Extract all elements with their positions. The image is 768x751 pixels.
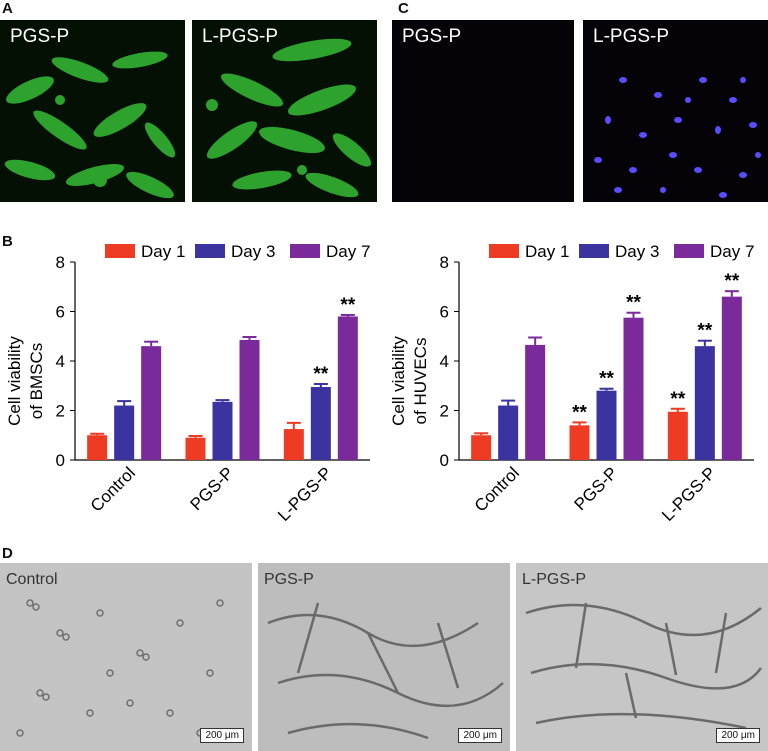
dapi-image-l-pgs-p: L-PGS-P xyxy=(583,20,768,202)
scale-bar: 200 μm xyxy=(200,728,244,743)
legend-swatch xyxy=(674,244,704,258)
fluorescence-image-l-pgs-p: L-PGS-P xyxy=(192,20,377,202)
panel-letter-a: A xyxy=(2,0,13,17)
bmsc-viability-chart: 0 2 4 6 8 Cell viability of BMSCs Day 1 Day 3 Day… xyxy=(0,240,384,540)
y-tick-label: 4 xyxy=(56,352,65,371)
legend-label: Day 7 xyxy=(326,242,370,261)
category-label: L-PGS-P xyxy=(274,463,336,525)
legend-label: Day 1 xyxy=(141,242,185,261)
tube-network-pattern xyxy=(525,602,763,730)
significance-marker: ** xyxy=(670,389,685,410)
bar xyxy=(721,296,742,460)
bar xyxy=(87,435,108,460)
significance-marker: ** xyxy=(313,364,328,385)
bar xyxy=(239,339,260,460)
bar xyxy=(596,390,617,460)
category-label: PGS-P xyxy=(570,463,621,514)
image-label: PGS-P xyxy=(10,26,70,47)
y-tick-label: 0 xyxy=(440,451,449,470)
y-tick-label: 0 xyxy=(56,451,65,470)
significance-marker: ** xyxy=(697,321,712,342)
scale-bar: 200 μm xyxy=(716,728,760,743)
panel-letter-c: C xyxy=(398,0,409,17)
panel-letter-b: B xyxy=(2,233,13,250)
image-label: L-PGS-P xyxy=(522,571,587,588)
y-tick-label: 8 xyxy=(56,253,65,272)
legend-label: Day 7 xyxy=(710,242,754,261)
huvec-chart-svg: 0 2 4 6 8 Cell viability of HUVECs Day 1 Day 3 Da… xyxy=(389,242,754,525)
panel-letter-d: D xyxy=(2,545,13,562)
legend-swatch xyxy=(195,244,225,258)
legend-swatch xyxy=(290,244,320,258)
legend-swatch xyxy=(579,244,609,258)
cell-cluster-pattern xyxy=(16,599,224,737)
bar xyxy=(141,346,162,460)
image-label: PGS-P xyxy=(402,26,462,47)
significance-marker: ** xyxy=(626,293,641,314)
bar xyxy=(667,411,688,460)
significance-marker: ** xyxy=(572,402,587,423)
category-label: Control xyxy=(87,463,139,515)
image-label: PGS-P xyxy=(264,571,314,588)
brightfield-image-control: Control 200 μm xyxy=(0,563,252,751)
dapi-image-pgs-p: PGS-P xyxy=(392,20,574,202)
bar xyxy=(525,344,546,460)
image-label: Control xyxy=(6,571,58,588)
y-tick-label: 4 xyxy=(440,352,449,371)
legend-swatch xyxy=(105,244,135,258)
bar xyxy=(337,316,358,460)
brightfield-image-l-pgs-p: L-PGS-P 200 μm xyxy=(516,563,768,751)
legend-label: Day 3 xyxy=(615,242,659,261)
y-axis-label: Cell viability xyxy=(389,336,408,426)
bar xyxy=(569,425,590,460)
bar xyxy=(471,435,492,460)
green-cells-pattern xyxy=(4,51,176,199)
bar xyxy=(623,317,644,460)
blue-nuclei-pattern xyxy=(594,77,761,198)
image-label: L-PGS-P xyxy=(202,26,279,47)
fluorescence-image-pgs-p: PGS-P xyxy=(0,20,185,202)
category-label: L-PGS-P xyxy=(658,463,720,525)
significance-marker: ** xyxy=(724,271,739,292)
bar xyxy=(310,386,331,460)
green-cells-pattern xyxy=(206,38,372,198)
legend-label: Day 1 xyxy=(525,242,569,261)
tube-network-pattern xyxy=(267,602,504,740)
bar xyxy=(498,405,519,460)
significance-marker: ** xyxy=(340,295,355,316)
huvec-viability-chart: 0 2 4 6 8 Cell viability of HUVECs Day 1 Day 3 Da… xyxy=(384,240,768,540)
image-label: L-PGS-P xyxy=(593,26,670,47)
bar xyxy=(283,429,304,460)
y-tick-label: 6 xyxy=(56,303,65,322)
legend-label: Day 3 xyxy=(231,242,275,261)
bar xyxy=(694,346,715,460)
bmsc-chart-svg: 0 2 4 6 8 Cell viability of BMSCs Day 1 Day 3 Day… xyxy=(5,242,370,525)
y-axis-label: of BMSCs xyxy=(27,343,46,420)
legend-swatch xyxy=(489,244,519,258)
brightfield-image-pgs-p: PGS-P 200 μm xyxy=(258,563,510,751)
bar xyxy=(185,437,206,460)
y-tick-label: 2 xyxy=(56,402,65,421)
y-tick-label: 8 xyxy=(440,253,449,272)
category-label: PGS-P xyxy=(186,463,237,514)
y-axis-label: Cell viability xyxy=(5,336,24,426)
bar xyxy=(114,405,135,460)
significance-marker: ** xyxy=(599,369,614,390)
bar xyxy=(212,401,233,460)
scale-bar: 200 μm xyxy=(458,728,502,743)
y-axis-label: of HUVECs xyxy=(411,338,430,425)
y-tick-label: 2 xyxy=(440,402,449,421)
category-label: Control xyxy=(471,463,523,515)
y-tick-label: 6 xyxy=(440,303,449,322)
